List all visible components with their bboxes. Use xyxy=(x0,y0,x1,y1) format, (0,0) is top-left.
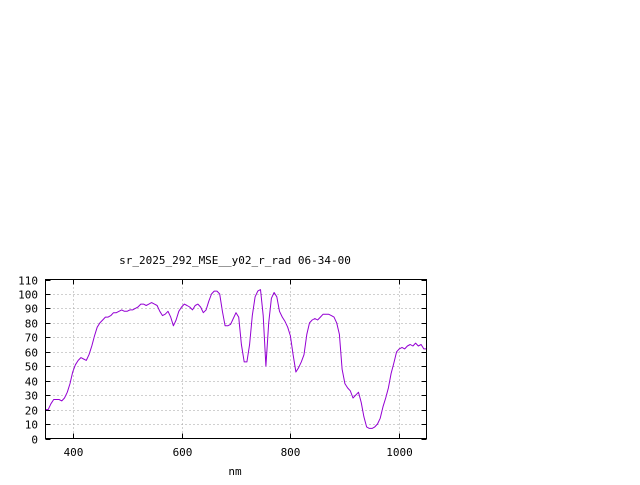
series-line xyxy=(45,289,427,429)
x-tick-labels: 400 600 800 1000 xyxy=(64,446,413,459)
y-tick-label: 70 xyxy=(25,332,38,345)
y-tick-label: 110 xyxy=(18,275,38,288)
y-tick-label: 50 xyxy=(25,361,38,374)
x-tick-label: 400 xyxy=(64,446,84,459)
x-tick-label: 600 xyxy=(173,446,193,459)
y-tick-label: 90 xyxy=(25,303,38,316)
y-tick-label: 60 xyxy=(25,347,38,360)
y-tick-label: 0 xyxy=(31,434,38,447)
grid-lines xyxy=(45,279,427,439)
x-tick-label: 800 xyxy=(281,446,301,459)
y-tick-label: 30 xyxy=(25,390,38,403)
x-tick-label: 1000 xyxy=(386,446,413,459)
y-tick-label: 100 xyxy=(18,289,38,302)
series-layer xyxy=(45,289,427,429)
y-tick-label: 20 xyxy=(25,405,38,418)
y-tick-label: 80 xyxy=(25,318,38,331)
x-axis-label: nm xyxy=(228,465,242,478)
axis-ticks xyxy=(45,279,427,440)
chart-title: sr_2025_292_MSE__y02_r_rad 06-34-00 xyxy=(119,254,351,267)
y-tick-label: 10 xyxy=(25,419,38,432)
y-tick-label: 40 xyxy=(25,376,38,389)
plot-frame xyxy=(45,279,427,439)
